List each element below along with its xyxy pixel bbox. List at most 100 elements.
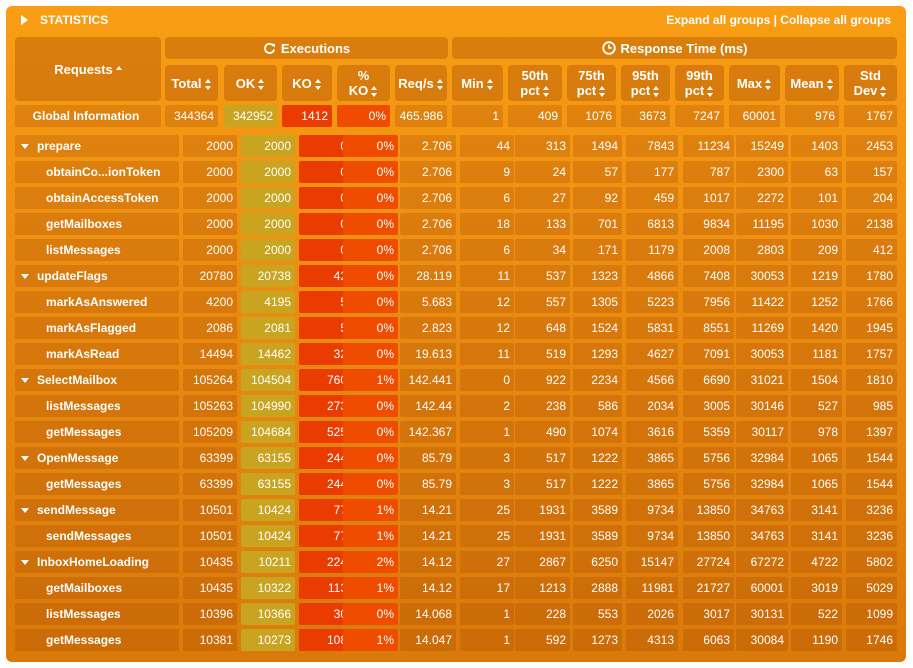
column-header-ko[interactable]: KO [282,65,332,101]
column-header-p95[interactable]: 95th pct [621,65,670,101]
column-header-label: Std Dev [844,68,897,98]
cell-p99: 6690 [683,369,734,391]
cell-std-dev: 1397 [846,421,897,443]
cell-pct-ko: 0% [343,187,398,209]
column-header-p99[interactable]: 99th pct [675,65,724,101]
cell-req-s: 85.79 [400,473,456,495]
cell-p75: 171 [573,239,622,261]
column-header-label: Total [165,76,218,91]
cell-p99: 1017 [683,187,734,209]
cell-pct-ko: 0% [343,317,398,339]
cell-p95: 7843 [626,135,678,157]
column-header-req-s[interactable]: Req/s [395,65,447,101]
cell-p95: 4313 [626,629,678,651]
response-time-group-header: Response Time (ms) [452,37,897,59]
request-name-cell[interactable]: sendMessage [15,499,179,521]
request-name-text: getMessages [46,633,122,647]
expand-caret-icon[interactable] [21,456,29,462]
request-name-text: listMessages [46,607,121,621]
cell-ok: 2000 [241,187,295,209]
cell-total: 105209 [183,421,237,443]
collapse-all-groups-link[interactable]: Collapse all groups [780,13,891,27]
cell-min: 18 [460,213,514,235]
cell-p99: 3005 [683,395,734,417]
cell-p99: 7956 [683,291,734,313]
sort-arrows-icon [314,79,322,91]
cell-std-dev: 5802 [846,551,897,573]
column-header-label: Max [729,76,780,91]
cell-p95: 9734 [626,525,678,547]
requests-column-header[interactable]: Requests [15,37,161,101]
cell-total: 10435 [183,577,237,599]
cell-p50: 648 [515,317,570,339]
cell-max: 34763 [736,499,788,521]
cell-pct-ko: 1% [343,499,398,521]
cell-p95: 3865 [626,447,678,469]
cell-ko: 244 [299,473,351,495]
cell-total: 344364 [165,105,218,127]
column-header-std-dev[interactable]: Std Dev [844,65,897,101]
request-name-cell: obtainCo...ionToken [15,161,179,183]
cell-total: 105264 [183,369,237,391]
cell-p50: 490 [515,421,570,443]
expand-caret-icon[interactable] [21,274,29,280]
column-header-text: Min [461,76,484,91]
cell-max: 15249 [736,135,788,157]
cell-max: 2300 [736,161,788,183]
column-header-total[interactable]: Total [165,65,218,101]
column-header-min[interactable]: Min [452,65,503,101]
column-header-p75[interactable]: 75th pct [567,65,616,101]
expand-caret-icon[interactable] [21,508,29,514]
cell-ok: 63155 [241,473,295,495]
expand-caret-icon[interactable] [21,144,29,150]
cell-p99: 3017 [683,603,734,625]
cell-mean: 976 [785,105,839,127]
column-header-pct-ko[interactable]: % KO [337,65,390,101]
cell-pct-ko: 0% [343,395,398,417]
request-name-cell[interactable]: updateFlags [15,265,179,287]
cell-std-dev: 1767 [844,105,897,127]
cell-p75: 1222 [573,473,622,495]
cell-p95: 3673 [621,105,670,127]
cell-p75: 553 [573,603,622,625]
column-header-mean[interactable]: Mean [785,65,839,101]
request-name-text: InboxHomeLoading [37,555,149,569]
column-header-p50[interactable]: 50th pct [508,65,562,101]
sort-arrows-icon [436,79,444,91]
cell-std-dev: 2453 [846,135,897,157]
expand-all-groups-link[interactable]: Expand all groups [666,13,771,27]
cell-req-s: 2.823 [400,317,456,339]
cell-pct-ko: 0% [343,473,398,495]
cell-pct-ko: 0% [343,343,398,365]
cell-p50: 592 [515,629,570,651]
request-name-cell[interactable]: InboxHomeLoading [15,551,179,573]
collapse-toggle-icon[interactable] [21,15,28,25]
request-name-text: updateFlags [37,269,108,283]
request-name-cell[interactable]: SelectMailbox [15,369,179,391]
cell-pct-ko: 2% [343,551,398,573]
sort-arrows-icon [599,86,606,98]
cell-std-dev: 1945 [846,317,897,339]
cell-p95: 177 [626,161,678,183]
cell-mean: 1219 [791,265,842,287]
column-header-ok[interactable]: OK [224,65,277,101]
cell-total: 2000 [183,161,237,183]
expand-caret-icon[interactable] [21,378,29,384]
cell-p99: 7408 [683,265,734,287]
cell-p50: 557 [515,291,570,313]
cell-req-s: 2.706 [400,213,456,235]
cell-ok: 104990 [241,395,295,417]
sort-arrows-icon [542,86,550,98]
cell-std-dev: 1780 [846,265,897,287]
request-name-cell[interactable]: OpenMessage [15,447,179,469]
request-name-cell: sendMessages [15,525,179,547]
column-header-line2: KO [337,83,390,98]
column-header-line2-text: pct [520,83,540,98]
column-header-max[interactable]: Max [729,65,780,101]
expand-caret-icon[interactable] [21,560,29,566]
request-name-cell[interactable]: prepare [15,135,179,157]
cell-min: 44 [460,135,514,157]
cell-ok: 10424 [241,499,295,521]
cell-std-dev: 1766 [846,291,897,313]
cell-ok: 2000 [241,135,295,157]
